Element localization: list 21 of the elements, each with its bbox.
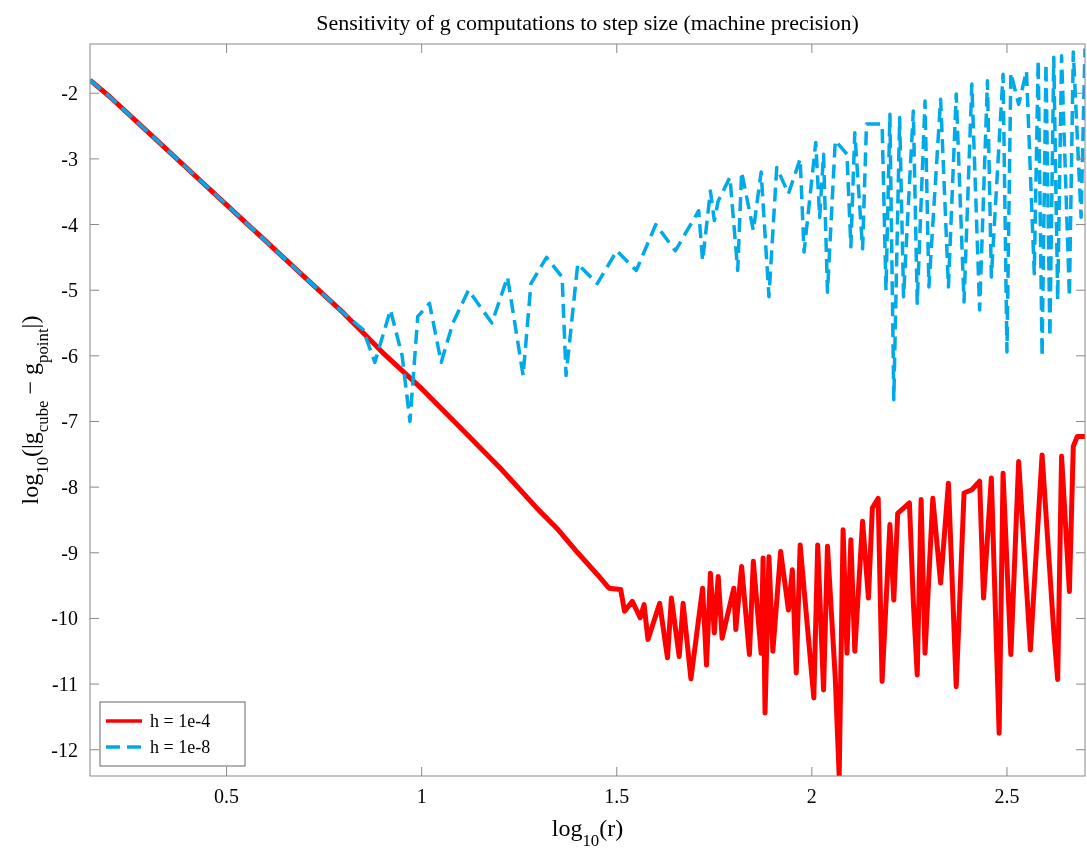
chart-title: Sensitivity of g computations to step size (machine precision) bbox=[316, 10, 859, 35]
x-tick-label: 1.5 bbox=[604, 785, 630, 807]
legend-label: h = 1e-4 bbox=[150, 711, 211, 731]
x-tick-label: 0.5 bbox=[214, 785, 240, 807]
y-tick-label: -5 bbox=[61, 279, 78, 302]
x-axis-title: log$_{10}$(r) bbox=[551, 815, 624, 850]
x-tick-label: 1 bbox=[416, 785, 427, 807]
x-tick-label: 2 bbox=[806, 785, 817, 807]
y-tick-label: -8 bbox=[61, 476, 78, 499]
y-tick-label: -11 bbox=[52, 673, 78, 696]
x-tick-label: 2.5 bbox=[994, 785, 1020, 807]
y-tick-label: -7 bbox=[61, 410, 78, 433]
legend-label: h = 1e-8 bbox=[150, 737, 211, 757]
y-tick-label: -2 bbox=[61, 82, 78, 105]
line-series bbox=[90, 46, 1085, 424]
y-tick-label: -4 bbox=[61, 213, 78, 236]
y-tick-label: -10 bbox=[51, 607, 78, 630]
y-tick-label: -3 bbox=[61, 147, 78, 170]
y-tick-label: -12 bbox=[51, 738, 78, 761]
y-tick-label: -9 bbox=[61, 541, 78, 564]
y-tick-label: -6 bbox=[61, 344, 78, 367]
